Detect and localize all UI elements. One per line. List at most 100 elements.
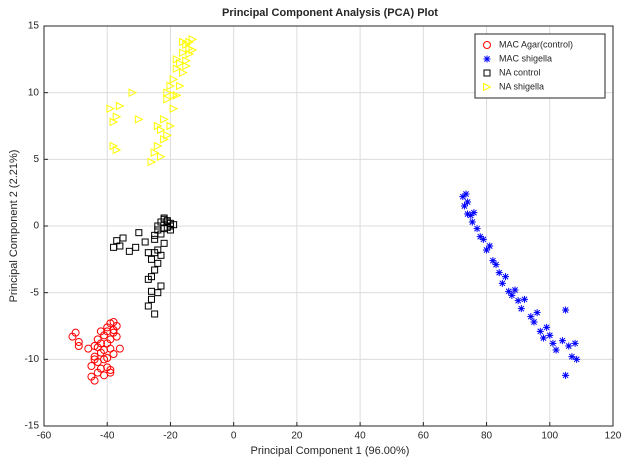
data-point: [502, 273, 510, 281]
x-axis-label: Principal Component 1 (96.00%): [251, 445, 410, 457]
data-point: [157, 251, 165, 259]
data-point: [153, 121, 163, 131]
data-point: [109, 326, 118, 334]
legend-label: NA control: [499, 67, 541, 77]
data-point: [520, 295, 528, 303]
data-point: [109, 350, 118, 358]
x-tick-label: 100: [541, 431, 558, 442]
data-point: [112, 145, 122, 155]
legend-marker: [483, 69, 491, 77]
data-point: [74, 338, 83, 346]
data-point: [179, 37, 188, 47]
data-point: [103, 354, 112, 362]
data-point: [479, 235, 487, 243]
legend-label: NA shigella: [499, 81, 544, 91]
data-point: [166, 81, 176, 91]
data-point: [495, 269, 503, 277]
y-tick-label: 5: [33, 154, 39, 165]
data-point: [459, 193, 467, 201]
data-point: [552, 346, 560, 354]
data-point: [163, 131, 172, 140]
data-point: [151, 231, 159, 239]
data-point: [179, 48, 188, 57]
data-point: [517, 305, 525, 313]
x-tick-label: 60: [418, 431, 430, 442]
data-point: [156, 125, 166, 135]
data-point: [473, 225, 481, 233]
plot-frame: [43, 25, 614, 427]
data-point: [151, 235, 159, 243]
data-point: [134, 115, 144, 124]
data-point: [573, 355, 581, 363]
data-point: [144, 302, 152, 310]
y-tick-label: -10: [25, 354, 40, 365]
x-tick-label: 0: [231, 431, 237, 442]
data-point: [157, 282, 165, 290]
data-point: [530, 318, 538, 326]
data-point: [498, 279, 506, 287]
data-point: [160, 115, 169, 124]
data-point: [90, 355, 99, 364]
data-point: [163, 95, 172, 104]
data-point: [476, 233, 484, 241]
data-point: [106, 104, 116, 113]
data-point: [115, 344, 124, 353]
data-point: [483, 246, 491, 254]
data-point: [558, 337, 566, 345]
data-point: [539, 334, 547, 342]
data-point: [182, 61, 191, 71]
data-point: [112, 332, 121, 341]
data-point: [460, 202, 468, 210]
data-point: [144, 249, 152, 257]
data-point: [568, 353, 576, 361]
data-point: [169, 91, 179, 100]
y-tick-label: 15: [28, 21, 40, 32]
data-point: [151, 310, 159, 318]
data-point: [508, 291, 516, 299]
data-point: [90, 376, 99, 385]
x-tick-label: 80: [481, 431, 493, 442]
data-point: [505, 287, 513, 295]
data-point: [464, 198, 472, 206]
data-point: [175, 59, 185, 68]
data-point: [87, 362, 96, 370]
y-axis-label: Principal Component 2 (2.21%): [8, 150, 20, 303]
x-tick-label: 20: [291, 431, 303, 442]
data-point: [543, 323, 551, 331]
data-point: [100, 346, 109, 354]
y-tick-label: 10: [28, 87, 40, 98]
x-tick-label: -60: [37, 431, 52, 442]
data-point: [169, 104, 179, 113]
data-point: [565, 342, 573, 350]
x-tick-label: -40: [100, 431, 115, 442]
data-point: [150, 148, 160, 157]
data-point: [546, 331, 554, 339]
data-point: [125, 247, 133, 255]
legend-marker: [483, 55, 491, 63]
data-point: [536, 327, 544, 335]
data-point: [172, 91, 182, 100]
data-point: [141, 238, 149, 246]
data-point: [147, 273, 155, 281]
data-point: [166, 121, 176, 131]
data-point: [119, 234, 127, 242]
data-point: [115, 101, 125, 111]
data-point: [96, 339, 105, 348]
chart-title: Principal Component Analysis (PCA) Plot: [222, 7, 438, 19]
data-point: [462, 190, 470, 198]
data-point: [486, 242, 494, 250]
data-point: [154, 222, 162, 230]
legend-box: [474, 33, 606, 99]
data-point: [172, 55, 182, 64]
x-tick-label: 120: [605, 431, 622, 442]
data-point: [179, 68, 188, 77]
data-point: [112, 112, 122, 121]
y-tick-label: 0: [33, 221, 39, 232]
data-point: [156, 152, 166, 161]
legend-marker: [483, 82, 492, 92]
data-point: [154, 259, 162, 267]
data-point: [511, 286, 519, 294]
data-point: [147, 157, 157, 167]
data-point: [188, 35, 198, 44]
